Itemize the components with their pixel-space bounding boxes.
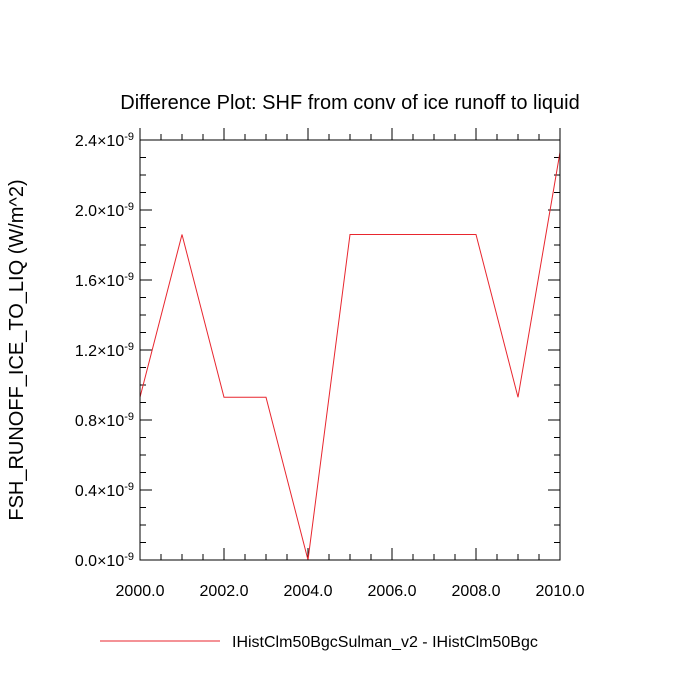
y-tick-label: 0.0×10-9 bbox=[75, 551, 134, 570]
x-tick-labels: 2000.0 2002.0 2004.0 2006.0 2008.0 2010.0 bbox=[116, 583, 585, 600]
x-tick-label: 2008.0 bbox=[452, 583, 501, 600]
x-tick-label: 2002.0 bbox=[200, 583, 249, 600]
y-tick-label: 0.8×10-9 bbox=[75, 411, 134, 430]
y-tick-label: 1.6×10-9 bbox=[75, 271, 134, 290]
legend: IHistClm50BgcSulman_v2 - IHistClm50Bgc bbox=[100, 634, 538, 651]
y-tick-label: 1.2×10-9 bbox=[75, 341, 134, 360]
chart-title: Difference Plot: SHF from conv of ice ru… bbox=[120, 92, 579, 114]
series-layer bbox=[139, 152, 561, 561]
y-tick-label: 2.4×10-9 bbox=[75, 131, 134, 150]
x-tick-label: 2004.0 bbox=[284, 583, 333, 600]
y-tick-label: 2.0×10-9 bbox=[75, 201, 134, 220]
x-tick-label: 2010.0 bbox=[536, 583, 585, 600]
x-tick-label: 2000.0 bbox=[116, 583, 165, 600]
y-tick-labels: 0.0×10-9 0.4×10-9 0.8×10-9 1.2×10-9 1.6×10-9… bbox=[75, 131, 134, 570]
legend-label: IHistClm50BgcSulman_v2 - IHistClm50Bgc bbox=[232, 634, 538, 651]
axis-ticks bbox=[139, 128, 561, 561]
plot-frame bbox=[139, 139, 561, 561]
x-tick-label: 2006.0 bbox=[368, 583, 417, 600]
series-line bbox=[139, 152, 561, 561]
y-tick-label: 0.4×10-9 bbox=[75, 481, 134, 500]
y-axis-label: FSH_RUNOFF_ICE_TO_LIQ (W/m^2) bbox=[6, 179, 28, 520]
